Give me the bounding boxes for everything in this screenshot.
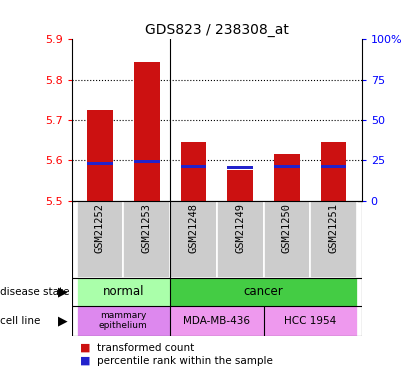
Text: GSM21251: GSM21251 <box>329 203 339 253</box>
Bar <box>170 201 217 278</box>
Text: transformed count: transformed count <box>97 343 194 352</box>
Text: mammary
epithelium: mammary epithelium <box>99 311 148 330</box>
Text: ▶: ▶ <box>58 285 68 298</box>
Bar <box>274 154 300 201</box>
Bar <box>87 110 113 201</box>
Bar <box>274 165 300 168</box>
Text: percentile rank within the sample: percentile rank within the sample <box>97 356 272 366</box>
Text: GSM21250: GSM21250 <box>282 203 292 253</box>
Bar <box>76 201 123 278</box>
Text: HCC 1954: HCC 1954 <box>284 316 336 326</box>
Title: GDS823 / 238308_at: GDS823 / 238308_at <box>145 23 289 37</box>
Bar <box>321 165 346 168</box>
Bar <box>170 278 357 306</box>
Text: cancer: cancer <box>244 285 284 298</box>
Bar <box>76 278 170 306</box>
Bar <box>227 165 253 169</box>
Text: disease state: disease state <box>0 286 69 297</box>
Bar <box>180 142 206 201</box>
Bar <box>87 162 113 165</box>
Bar <box>227 170 253 201</box>
Text: GSM21252: GSM21252 <box>95 203 105 253</box>
Bar <box>263 201 310 278</box>
Text: GSM21253: GSM21253 <box>142 203 152 253</box>
Text: normal: normal <box>103 285 144 298</box>
Bar <box>170 306 263 336</box>
Bar <box>321 142 346 201</box>
Bar <box>76 306 170 336</box>
Bar <box>134 159 159 163</box>
Text: ■: ■ <box>80 356 91 366</box>
Text: ■: ■ <box>80 343 91 352</box>
Bar <box>180 165 206 168</box>
Text: MDA-MB-436: MDA-MB-436 <box>183 316 250 326</box>
Bar <box>310 201 357 278</box>
Bar <box>217 201 263 278</box>
Bar <box>134 62 159 201</box>
Text: GSM21249: GSM21249 <box>235 203 245 253</box>
Bar <box>123 201 170 278</box>
Text: GSM21248: GSM21248 <box>188 203 199 253</box>
Text: ▶: ▶ <box>58 314 68 327</box>
Text: cell line: cell line <box>0 316 40 326</box>
Bar <box>263 306 357 336</box>
